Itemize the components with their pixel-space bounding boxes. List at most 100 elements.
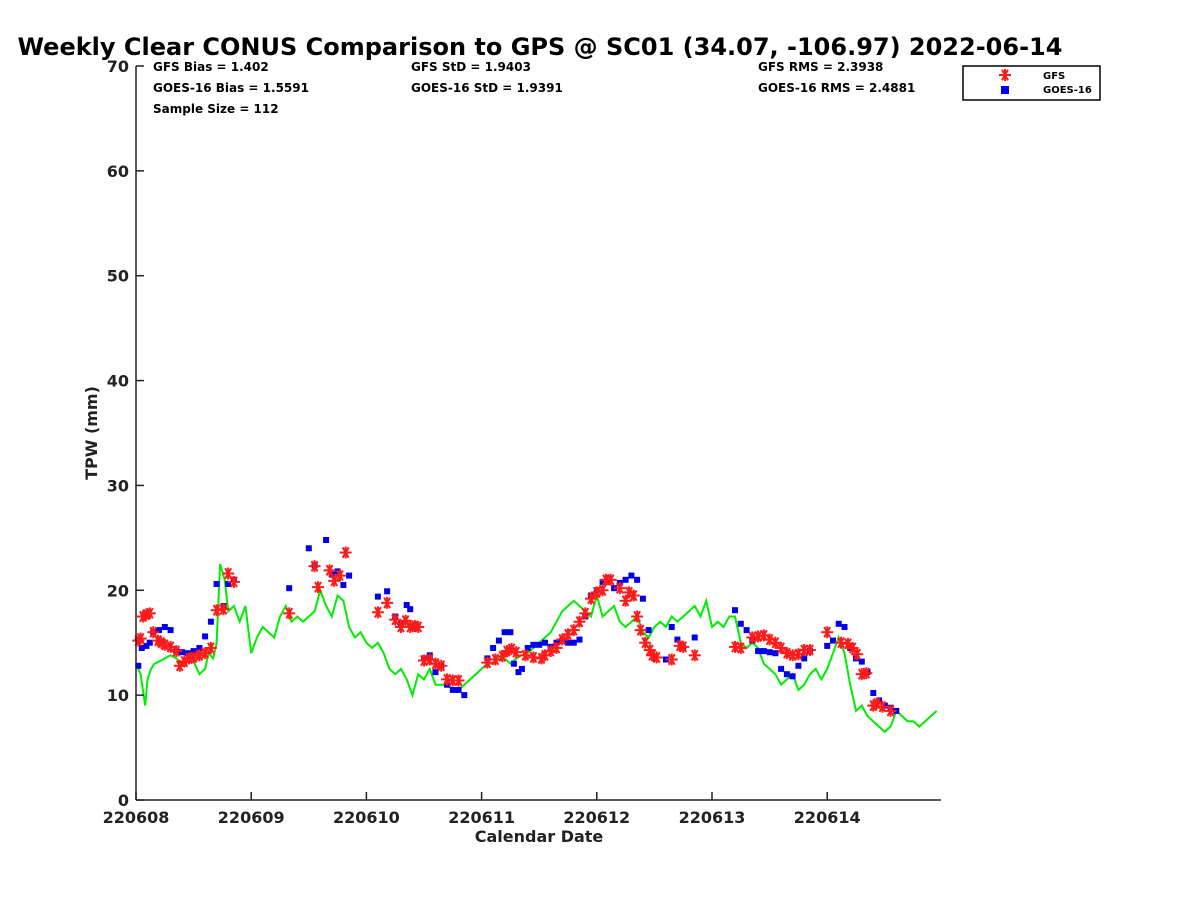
gfs-point (199, 647, 212, 660)
goes-std-text: GOES-16 StD = 1.9391 (411, 81, 563, 95)
goes-point (622, 576, 629, 583)
gfs-point (884, 704, 897, 717)
goes-point (495, 637, 502, 644)
goes-point (801, 655, 808, 662)
goes-point (743, 627, 750, 634)
goes-point (835, 620, 842, 627)
goes-point (795, 662, 802, 669)
goes-point (524, 645, 531, 651)
gfs-point (876, 700, 889, 713)
goes-point (766, 649, 773, 656)
goes-bias-text: GOES-16 Bias = 1.5591 (153, 81, 309, 95)
gfs-point (412, 620, 425, 633)
goes-point (737, 620, 744, 627)
gfs-point (371, 606, 384, 619)
goes-point (323, 537, 330, 543)
goes-point (599, 578, 606, 585)
goes-point (190, 648, 197, 655)
x-tick-label: 220611 (448, 808, 515, 827)
goes-point (510, 660, 517, 667)
legend-goes-label: GOES-16 (1043, 85, 1092, 96)
gfs-rms-text: GFS RMS = 2.3938 (758, 60, 883, 74)
x-tick-label: 220612 (563, 808, 630, 827)
gfs-point (769, 636, 782, 649)
goes-point (858, 658, 865, 665)
gfs-point (627, 589, 640, 602)
gfs-point (143, 607, 156, 620)
y-tick-label: 30 (107, 476, 129, 495)
gfs-std-text: GFS StD = 1.9403 (411, 60, 531, 74)
gfs-point (204, 641, 217, 654)
legend-goes-square (1001, 86, 1009, 94)
goes-point (668, 624, 675, 630)
gfs-point (333, 569, 346, 582)
goes-point (645, 627, 652, 634)
goes-point (536, 641, 543, 648)
goes-point (179, 649, 186, 656)
y-tick-label: 50 (107, 267, 129, 286)
goes-point (146, 639, 153, 646)
gfs-point (780, 647, 793, 660)
gfs-point (527, 651, 540, 664)
goes-point (760, 648, 767, 655)
gfs-point (217, 603, 230, 616)
gfs-point (312, 581, 325, 594)
goes-point (196, 645, 203, 651)
goes-point (530, 641, 537, 648)
gfs-point (596, 584, 609, 597)
gfs-point (452, 674, 465, 687)
goes-point (135, 662, 142, 669)
gfs-point (821, 626, 834, 639)
y-tick-label: 70 (107, 57, 129, 76)
goes-point (455, 686, 462, 693)
gfs-point (222, 567, 235, 580)
goes-point (570, 639, 577, 646)
x-tick-label: 220609 (218, 808, 285, 827)
gfs-point (328, 574, 341, 587)
gfs-point (227, 575, 240, 588)
x-tick-label: 220613 (679, 808, 746, 827)
legend-gfs-label: GFS (1043, 71, 1065, 82)
goes-point (432, 669, 439, 676)
goes-point (213, 581, 220, 587)
gfs-point (381, 596, 394, 609)
gfs-point (481, 656, 494, 669)
gfs-point (613, 582, 626, 595)
goes-point (518, 665, 525, 672)
goes-point (286, 585, 293, 592)
gfs-point (646, 649, 659, 662)
x-tick-label: 220614 (794, 808, 861, 827)
gfs-point (550, 641, 563, 654)
gfs-point (210, 604, 223, 617)
goes-point (783, 671, 790, 678)
y-tick-label: 60 (107, 162, 129, 181)
legend: GFS GOES-16 (962, 65, 1101, 101)
gfs-point (688, 649, 701, 662)
gfs-point (860, 667, 873, 680)
goes-rms-text: GOES-16 RMS = 2.4881 (758, 81, 915, 95)
gfs-point (631, 610, 644, 623)
goes-point (374, 593, 381, 600)
series-line-gps (135, 563, 938, 734)
goes-point (138, 645, 145, 651)
goes-point (461, 692, 468, 699)
plot-area (132, 537, 938, 734)
y-tick-label: 40 (107, 372, 129, 391)
gfs-point (389, 613, 402, 626)
goes-point (628, 572, 635, 579)
gfs-point (339, 546, 352, 559)
goes-point (772, 650, 779, 657)
goes-point (841, 624, 848, 630)
legend-gfs-marker (999, 69, 1011, 81)
gfs-point (519, 649, 532, 662)
gfs-point (835, 636, 848, 649)
gfs-point (650, 651, 663, 664)
goes-point (202, 633, 209, 640)
goes-point (143, 642, 150, 649)
goes-point (881, 702, 888, 709)
gfs-point (803, 644, 816, 657)
legend-box (962, 65, 1101, 101)
stats-block: GFS Bias = 1.402 GOES-16 Bias = 1.5591 S… (153, 60, 915, 116)
goes-point (225, 581, 232, 587)
